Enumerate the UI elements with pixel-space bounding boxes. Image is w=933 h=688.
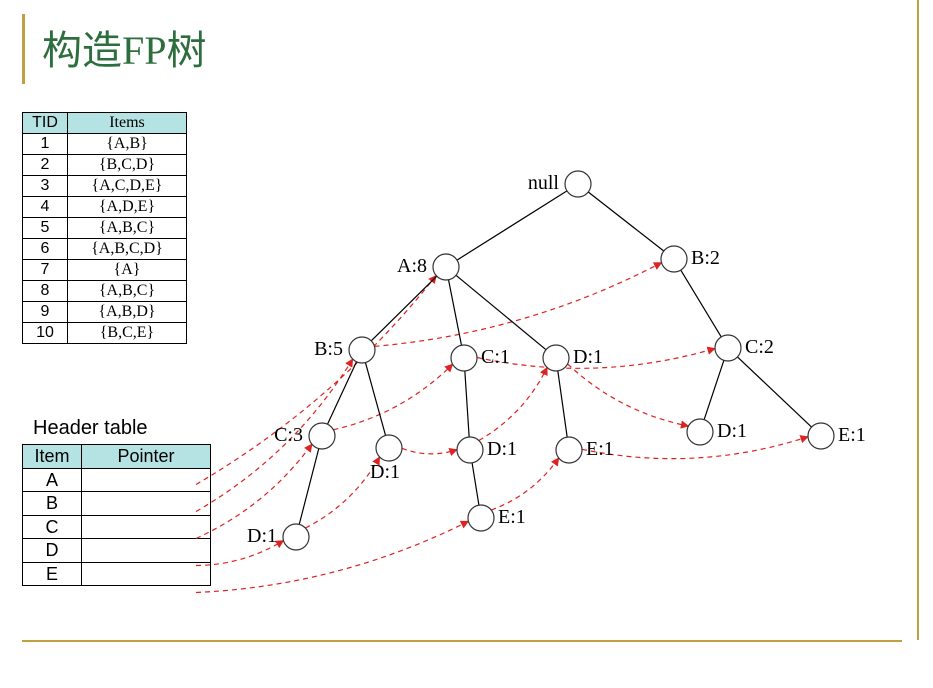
tree-edge <box>737 357 811 427</box>
table-cell: 4 <box>23 197 68 218</box>
table-cell: {A,B} <box>68 134 187 155</box>
tree-edge <box>327 362 356 424</box>
transactions-table: TID Items 1{A,B}2{B,C,D}3{A,C,D,E}4{A,D,… <box>22 112 187 344</box>
tree-node <box>565 171 591 197</box>
tree-node <box>433 254 459 280</box>
pointer-link <box>196 359 353 511</box>
slide-root: 构造FP树 TID Items 1{A,B}2{B,C,D}3{A,C,D,E}… <box>0 0 933 688</box>
table-cell: {A,B,C} <box>68 218 187 239</box>
tree-node <box>687 419 713 445</box>
tree-node <box>543 345 569 371</box>
tree-node <box>457 437 483 463</box>
tree-node-label: D:1 <box>573 346 603 368</box>
tree-edge <box>299 449 319 525</box>
tree-edge <box>704 360 724 419</box>
tree-edge <box>457 191 567 260</box>
tree-edge <box>465 371 469 437</box>
table-cell: {B,C,D} <box>68 155 187 176</box>
table-cell: {B,C,E} <box>68 323 187 344</box>
table-cell: 3 <box>23 176 68 197</box>
pointer-link <box>333 364 452 429</box>
table-cell: 9 <box>23 302 68 323</box>
tree-node-label: D:1 <box>717 420 747 442</box>
pointer-link <box>305 457 379 528</box>
table-cell: {A,B,D} <box>68 302 187 323</box>
pointer-link <box>479 367 547 440</box>
slide-title: 构造FP树 <box>42 18 207 76</box>
tree-edge <box>449 280 462 345</box>
table-cell: {A,B,C,D} <box>68 239 187 260</box>
table-cell <box>82 492 211 516</box>
table-cell: 10 <box>23 323 68 344</box>
table-cell: 1 <box>23 134 68 155</box>
pointer-link <box>568 364 689 426</box>
pointer-link <box>582 437 808 459</box>
table-cell: 6 <box>23 239 68 260</box>
tree-node-label: null <box>528 172 560 194</box>
tree-node <box>283 524 309 550</box>
pointer-link <box>196 444 312 538</box>
tree-node-label: D:1 <box>487 438 517 460</box>
pointer-link <box>477 348 715 368</box>
header-table-title: Header table <box>33 417 148 440</box>
table-cell: 2 <box>23 155 68 176</box>
tree-node-label: B:2 <box>691 247 720 269</box>
table-cell: E <box>23 562 82 586</box>
accent-right <box>917 0 919 640</box>
tree-node <box>715 335 741 361</box>
th-pointer: Pointer <box>82 445 211 469</box>
th-items: Items <box>68 113 187 134</box>
tree-edge <box>365 363 385 436</box>
tree-edge <box>588 192 664 251</box>
tree-node-label: E:1 <box>838 424 866 446</box>
table-cell <box>82 539 211 563</box>
pointer-link <box>374 263 661 347</box>
tree-node-label: A:8 <box>397 255 427 277</box>
pointer-link <box>196 276 436 485</box>
table-cell: 5 <box>23 218 68 239</box>
tree-edge <box>371 276 437 341</box>
tree-node-label: D:1 <box>247 525 277 547</box>
pointer-link <box>491 458 558 510</box>
th-item: Item <box>23 445 82 469</box>
tree-node-label: C:1 <box>481 346 510 368</box>
table-cell: {A,C,D,E} <box>68 176 187 197</box>
tree-node-label: D:1 <box>370 461 400 483</box>
table-cell: C <box>23 515 82 539</box>
table-cell: B <box>23 492 82 516</box>
tree-node-label: C:3 <box>274 424 303 446</box>
th-tid: TID <box>23 113 68 134</box>
table-cell: D <box>23 539 82 563</box>
table-cell: 7 <box>23 260 68 281</box>
table-cell: 8 <box>23 281 68 302</box>
tree-node <box>661 246 687 272</box>
tree-edge <box>558 371 567 437</box>
table-cell: {A,B,C} <box>68 281 187 302</box>
pointer-link <box>402 448 457 454</box>
tree-node <box>556 437 582 463</box>
tree-edge <box>472 463 479 505</box>
table-cell: {A,D,E} <box>68 197 187 218</box>
header-table: Item Pointer ABCDE <box>22 444 211 586</box>
pointer-link <box>196 521 468 592</box>
table-cell <box>82 468 211 492</box>
tree-edge <box>456 275 546 349</box>
table-cell <box>82 562 211 586</box>
table-cell: A <box>23 468 82 492</box>
accent-bottom <box>22 640 902 642</box>
tree-node <box>468 505 494 531</box>
tree-edge <box>681 270 722 337</box>
tree-node-label: C:2 <box>745 336 774 358</box>
table-cell <box>82 515 211 539</box>
tree-node <box>309 423 335 449</box>
tree-node-label: B:5 <box>314 338 343 360</box>
tree-node <box>808 423 834 449</box>
tree-node-label: E:1 <box>498 506 526 528</box>
tree-node <box>349 337 375 363</box>
accent-vertical <box>22 14 25 84</box>
tree-node-label: E:1 <box>586 438 614 460</box>
tree-node <box>376 435 402 461</box>
tree-node <box>451 345 477 371</box>
table-cell: {A} <box>68 260 187 281</box>
